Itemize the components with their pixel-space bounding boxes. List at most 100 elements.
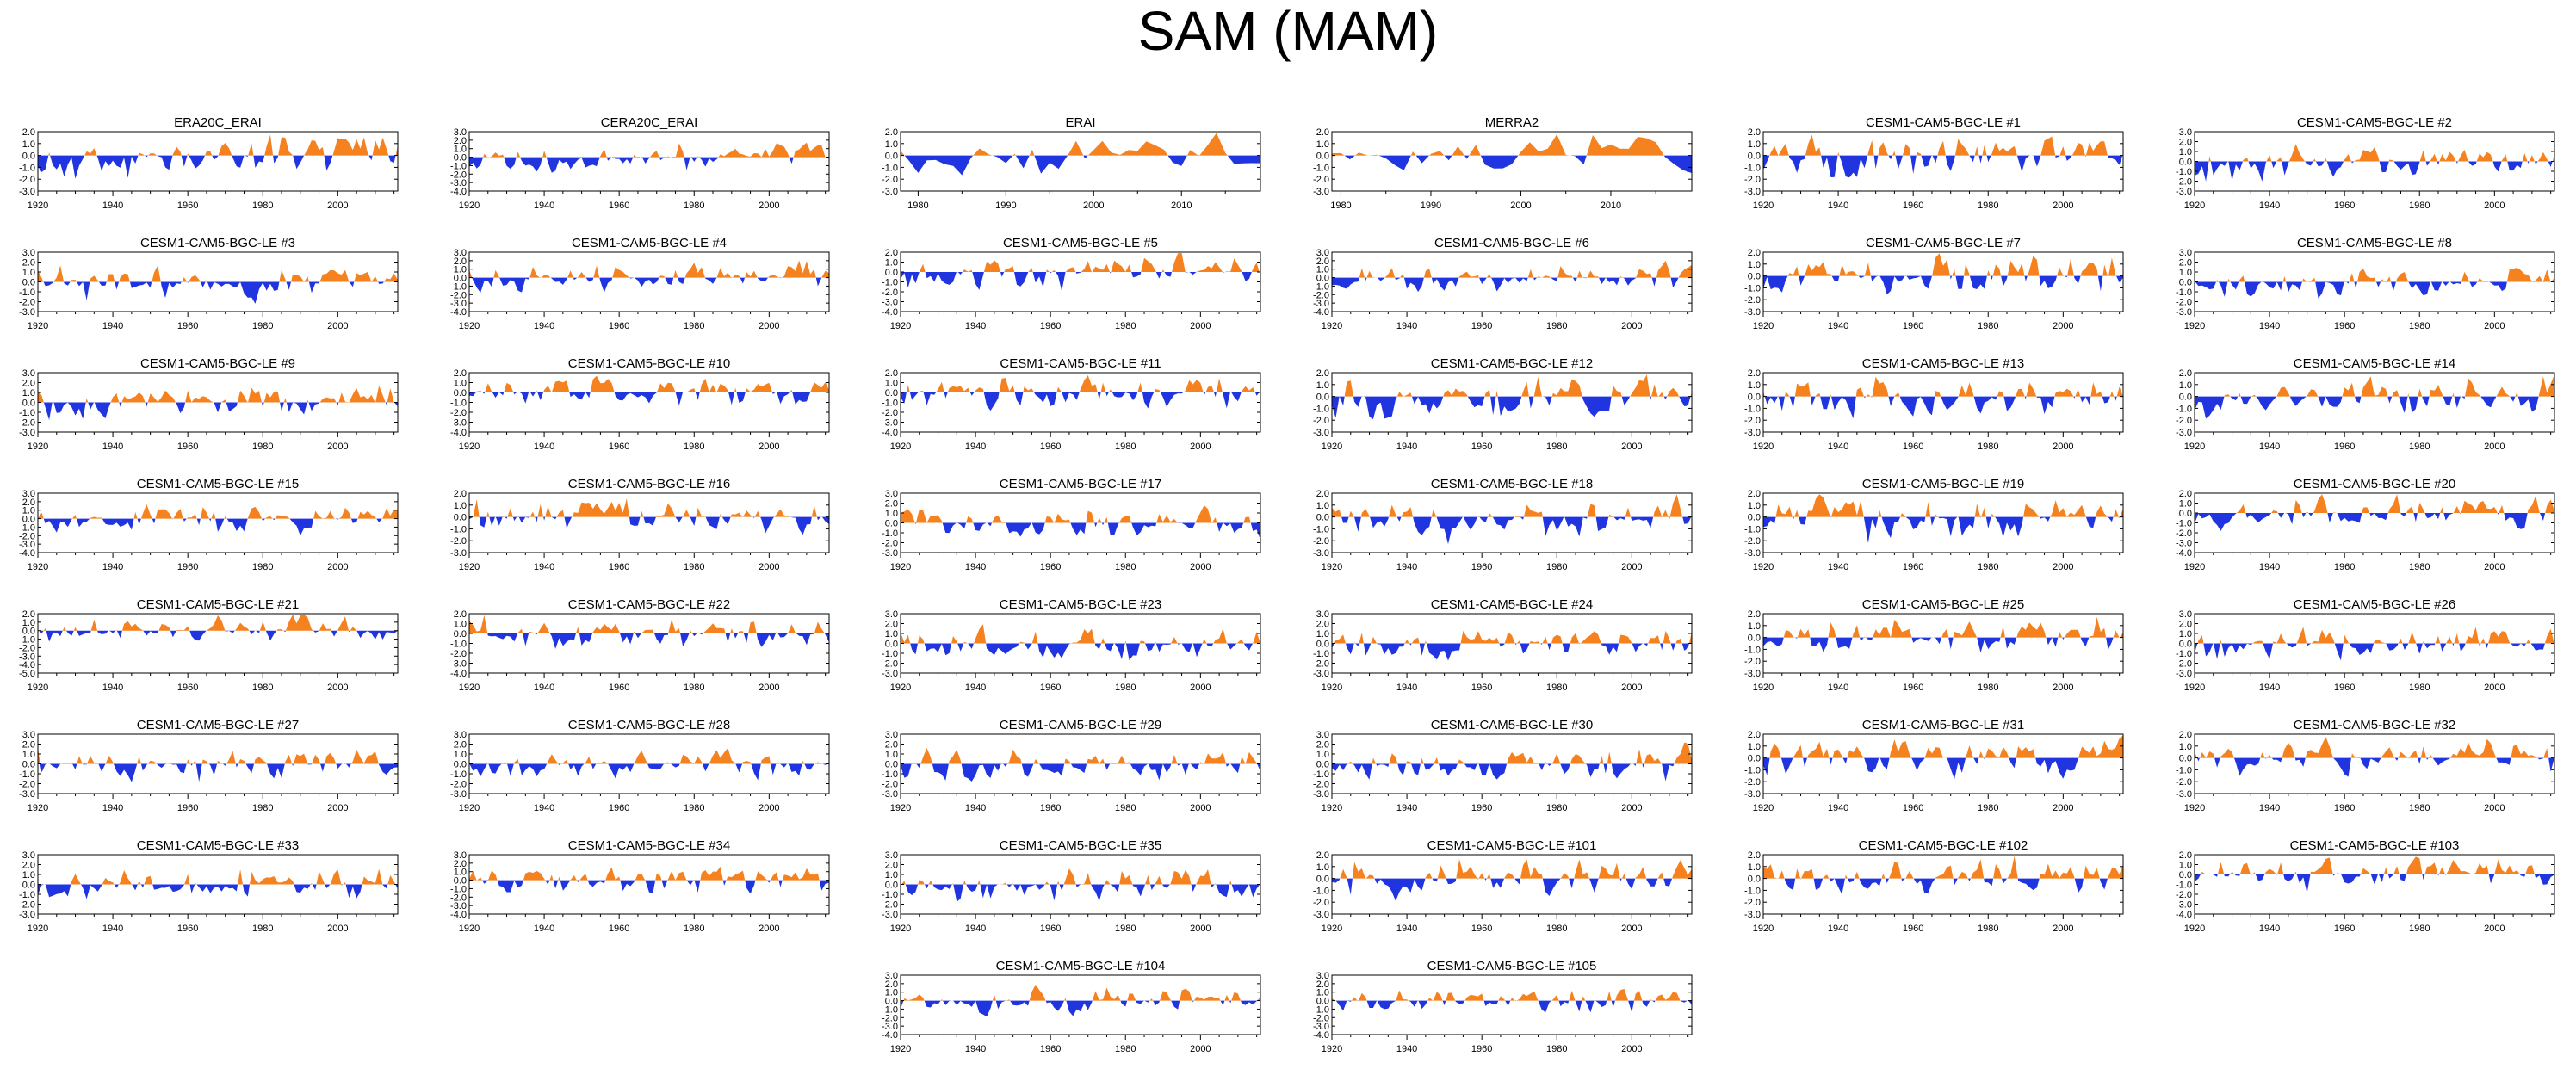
y-tick-label: -3.0: [1313, 548, 1329, 559]
x-tick-label: 1960: [2334, 924, 2355, 934]
x-tick-label: 1960: [177, 321, 198, 331]
y-tick-label: -4.0: [2176, 548, 2192, 559]
x-tick-label: 1960: [609, 442, 629, 452]
y-tick-label: -3.0: [882, 669, 898, 679]
y-tick-label: -2.0: [882, 408, 898, 418]
y-tick-label: 1.0: [1316, 265, 1329, 275]
x-tick-label: 1960: [2334, 803, 2355, 813]
panel-title: MERRA2: [1485, 115, 1539, 130]
y-tick-label: 3.0: [22, 850, 35, 861]
x-tick-label: 2000: [1190, 924, 1211, 934]
negative-area: [1763, 637, 2114, 653]
y-tick-label: -1.0: [450, 884, 467, 894]
x-tick-label: 1940: [102, 321, 123, 331]
y-tick-label: 3.0: [2179, 248, 2192, 258]
negative-area: [1777, 878, 2108, 895]
y-tick-label: -2.0: [19, 175, 35, 185]
negative-area: [1763, 275, 2123, 295]
negative-area: [1332, 878, 1673, 901]
x-tick-label: 1920: [2184, 683, 2205, 693]
y-tick-label: -2.0: [882, 1013, 898, 1023]
y-tick-label: 1.0: [2179, 499, 2192, 510]
y-tick-label: 2.0: [1316, 740, 1329, 751]
positive-area: [38, 504, 398, 519]
y-tick-label: -2.0: [882, 175, 898, 185]
y-tick-label: -3.0: [882, 298, 898, 308]
positive-area: [1783, 616, 2123, 638]
y-tick-label: 0.0: [1748, 754, 1761, 764]
x-tick-label: 1960: [1471, 562, 1492, 572]
x-tick-label: 1920: [890, 442, 911, 452]
y-tick-label: 1.0: [885, 258, 898, 269]
x-tick-label: 1960: [1903, 201, 1923, 211]
x-tick-label: 2000: [1190, 442, 1211, 452]
x-tick-label: 1920: [890, 321, 911, 331]
panel-title: CESM1-CAM5-BGC-LE #22: [568, 597, 730, 612]
x-tick-label: 1980: [2409, 201, 2430, 211]
y-tick-label: 1.0: [1748, 862, 1761, 873]
plot-frame: [468, 613, 830, 674]
y-tick-label: 0.0: [22, 151, 35, 162]
y-tick-label: -2.0: [19, 900, 35, 911]
x-tick-label: 2000: [1621, 683, 1642, 693]
x-tick-label: 1920: [2184, 803, 2205, 813]
positive-area: [1340, 859, 1692, 879]
y-tick-label: -1.0: [1744, 765, 1761, 775]
y-tick-label: -1.0: [450, 161, 467, 171]
y-tick-label: 2.0: [2179, 368, 2192, 379]
x-tick-label: 1980: [2409, 321, 2430, 331]
y-tick-label: 1.0: [2179, 742, 2192, 752]
panel-title: CESM1-CAM5-BGC-LE #28: [568, 718, 730, 732]
negative-area: [1332, 396, 1691, 420]
x-tick-label: 1920: [28, 562, 48, 572]
y-tick-label: 1.0: [885, 509, 898, 519]
plot-frame: [900, 372, 1261, 433]
positive-area: [38, 386, 394, 403]
y-tick-label: 1.0: [885, 139, 898, 150]
y-tick-label: 3.0: [22, 730, 35, 740]
x-tick-label: 1940: [102, 924, 123, 934]
y-tick-label: 2.0: [885, 499, 898, 510]
chart-panel: 3.02.01.00.0-1.0-2.0-3.0 1920 1940 1960 1980…: [882, 838, 1261, 934]
x-tick-label: 2000: [1621, 924, 1642, 934]
positive-area: [44, 868, 396, 885]
x-tick-label: 1940: [534, 683, 554, 693]
x-tick-label: 2000: [1621, 562, 1642, 572]
y-tick-label: 1.0: [454, 145, 467, 155]
chart-panel: 3.02.01.00.0-1.0-2.0-3.0-4.0 1920 1940 1960…: [450, 236, 830, 331]
positive-area: [2195, 268, 2554, 282]
y-tick-label: -1.0: [1313, 886, 1329, 896]
y-tick-label: 1.0: [885, 870, 898, 881]
x-tick-label: 1960: [1471, 1044, 1492, 1054]
x-tick-label: 1980: [1978, 803, 1998, 813]
y-tick-label: -1.0: [19, 163, 35, 173]
positive-area: [2208, 144, 2554, 162]
x-tick-label: 1980: [252, 442, 273, 452]
x-tick-label: 1960: [1471, 924, 1492, 934]
y-tick-label: 3.0: [454, 730, 467, 740]
plot-frame: [1331, 131, 1693, 192]
y-tick-label: 2.0: [22, 609, 35, 620]
y-tick-label: -2.0: [2176, 177, 2192, 188]
x-tick-label: 1940: [965, 321, 986, 331]
y-tick-label: -2.0: [2176, 659, 2192, 670]
x-tick-label: 1920: [1322, 442, 1342, 452]
x-tick-label: 2000: [1621, 321, 1642, 331]
plot-frame: [1331, 251, 1693, 312]
positive-area: [1769, 735, 2123, 758]
y-tick-label: 3.0: [2179, 127, 2192, 138]
x-tick-label: 2000: [1621, 803, 1642, 813]
panel-title: CESM1-CAM5-BGC-LE #103: [2290, 838, 2460, 853]
positive-area: [906, 375, 1260, 392]
y-tick-label: 2.0: [454, 368, 467, 379]
y-tick-label: 0.0: [22, 881, 35, 891]
chart-panel: 3.02.01.00.0-1.0-2.0-3.0-4.0 1920 1940 1960…: [882, 959, 1261, 1054]
y-tick-label: 0.0: [454, 760, 467, 770]
negative-area: [901, 884, 1260, 902]
y-tick-label: -3.0: [450, 789, 467, 800]
x-tick-label: 1920: [1753, 803, 1774, 813]
x-tick-label: 1940: [2259, 683, 2280, 693]
x-tick-label: 1940: [965, 1044, 986, 1054]
x-tick-label: 1920: [459, 442, 480, 452]
y-tick-label: -2.0: [19, 418, 35, 429]
